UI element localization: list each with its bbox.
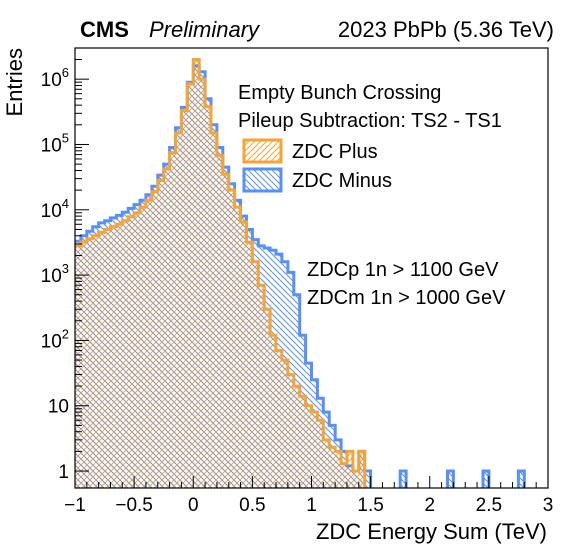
experiment-label: CMS bbox=[80, 17, 129, 42]
x-tick-label: 2 bbox=[424, 495, 435, 516]
histogram-layer bbox=[75, 58, 526, 488]
status-label: Preliminary bbox=[149, 17, 261, 42]
x-axis-ticks: −1 −0.5 0 0.5 1 1.5 2 2.5 3 bbox=[64, 476, 553, 516]
annotation-line2: Pileup Subtraction: TS2 - TS1 bbox=[238, 110, 502, 132]
x-axis-title: ZDC Energy Sum (TeV) bbox=[316, 519, 547, 544]
x-tick-label: −1 bbox=[64, 495, 86, 516]
y-tick-label: 102 bbox=[41, 326, 69, 352]
zdc-plus-outline bbox=[75, 58, 367, 488]
x-tick-label: 3 bbox=[543, 495, 554, 516]
cut-label-minus: ZDCm 1n > 1000 GeV bbox=[307, 287, 506, 309]
x-tick-label: 0.5 bbox=[239, 495, 265, 516]
x-tick-label: 1 bbox=[306, 495, 317, 516]
x-tick-label: 0 bbox=[188, 495, 199, 516]
legend-label-plus: ZDC Plus bbox=[292, 141, 378, 163]
y-axis-title: Entries bbox=[2, 48, 27, 116]
y-axis-ticks: 1 10 102 103 104 105 106 bbox=[41, 47, 89, 483]
legend-swatch-plus bbox=[242, 138, 283, 164]
y-tick-label: 103 bbox=[41, 261, 69, 287]
y-tick-label: 10 bbox=[48, 397, 69, 418]
y-tick-label: 104 bbox=[41, 196, 69, 222]
x-tick-label: 1.5 bbox=[357, 495, 383, 516]
legend-label-minus: ZDC Minus bbox=[292, 170, 392, 192]
run-info-label: 2023 PbPb (5.36 TeV) bbox=[338, 17, 554, 42]
y-tick-label: 1 bbox=[58, 462, 69, 483]
zdc-plus-fill bbox=[75, 59, 365, 488]
annotation-line1: Empty Bunch Crossing bbox=[238, 82, 441, 104]
cut-label-plus: ZDCp 1n > 1100 GeV bbox=[307, 259, 499, 281]
legend: ZDC Plus ZDC Minus bbox=[242, 138, 392, 193]
legend-swatch-minus bbox=[242, 167, 283, 193]
x-tick-label: 2.5 bbox=[476, 495, 502, 516]
x-tick-label: −0.5 bbox=[115, 495, 153, 516]
y-tick-label: 105 bbox=[41, 130, 69, 156]
y-tick-label: 106 bbox=[41, 65, 69, 91]
